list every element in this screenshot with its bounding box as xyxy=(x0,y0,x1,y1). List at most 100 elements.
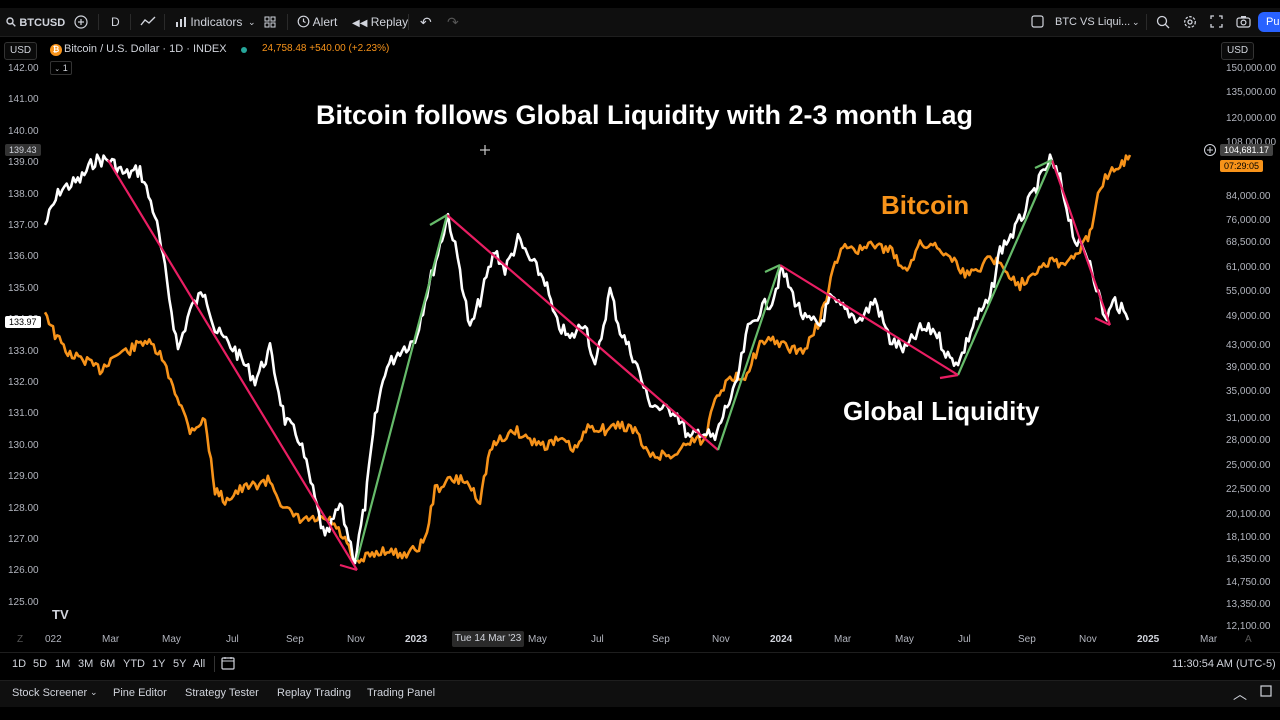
legend-collapse-chevron-icon: ⌄ xyxy=(54,66,61,73)
redo-icon[interactable]: ↷ xyxy=(447,14,459,30)
zoom-out-icon[interactable]: Z xyxy=(17,634,24,645)
layout-name[interactable]: BTC VS Liqui... xyxy=(1055,16,1131,28)
currency-selector-left[interactable]: USD xyxy=(4,42,38,60)
camera-icon[interactable] xyxy=(1236,8,1251,36)
indicator-chart-icon xyxy=(140,16,156,26)
right-axis-label: 61,000.00 xyxy=(1226,262,1271,273)
right-axis-label: 49,000.00 xyxy=(1226,311,1271,322)
clock-timezone[interactable]: 11:30:54 AM (UTC-5) xyxy=(1172,658,1276,670)
crosshair-date-tag: Tue 14 Mar '23 xyxy=(452,631,524,647)
right-axis-label: 18,100.00 xyxy=(1226,532,1271,543)
left-axis-label: 127.00 xyxy=(8,534,39,545)
fullscreen-icon[interactable] xyxy=(1210,8,1223,36)
downtrend-line[interactable] xyxy=(1094,317,1111,326)
left-axis-label: 142.00 xyxy=(8,63,39,74)
right-axis-label: 84,000.00 xyxy=(1226,191,1271,202)
tab-trading-panel[interactable]: Trading Panel xyxy=(367,687,436,699)
chart-legend: USD ₿ Bitcoin / U.S. Dollar · 1D · INDEX… xyxy=(0,40,1280,60)
left-axis-label: 138.00 xyxy=(8,188,39,200)
tab-pine-editor[interactable]: Pine Editor xyxy=(113,687,167,699)
indicators-icon xyxy=(176,17,186,27)
time-axis-label: Nov xyxy=(712,634,730,645)
interval-button[interactable]: D xyxy=(111,15,120,29)
goto-date-icon[interactable] xyxy=(221,656,235,673)
trend-lines xyxy=(107,159,1112,572)
downtrend-line[interactable] xyxy=(1050,159,1112,326)
range-all[interactable]: All xyxy=(193,658,206,670)
tab-replay-trading[interactable]: Replay Trading xyxy=(277,687,351,699)
bitcoin-price-line xyxy=(43,154,1132,564)
chart-type-button[interactable] xyxy=(140,8,156,36)
uptrend-line[interactable] xyxy=(429,214,448,226)
right-axis-label: 39,000.00 xyxy=(1226,362,1271,373)
time-axis-label: Nov xyxy=(1079,634,1097,645)
right-axis-label: 108,000.00 xyxy=(1226,137,1277,148)
currency-selector-right[interactable]: USD xyxy=(1221,42,1255,60)
downtrend-line[interactable] xyxy=(446,214,719,451)
uptrend-line[interactable] xyxy=(355,214,449,561)
uptrend-line[interactable] xyxy=(716,264,782,451)
symbol-search[interactable]: BTCUSD xyxy=(6,8,65,36)
downtrend-line[interactable] xyxy=(779,264,959,376)
publish-button[interactable]: Pu xyxy=(1258,12,1280,32)
downtrend-line[interactable] xyxy=(107,159,358,571)
range-3m[interactable]: 3M xyxy=(78,658,94,670)
uptrend-line[interactable] xyxy=(1034,159,1053,169)
right-axis-label: 16,350.00 xyxy=(1226,554,1271,565)
right-axis-label: 28,000.00 xyxy=(1226,435,1271,446)
quick-search-icon[interactable] xyxy=(1156,8,1170,36)
add-symbol-icon[interactable] xyxy=(74,8,88,36)
right-axis-label: 25,000.00 xyxy=(1226,460,1271,471)
screener-chevron-icon[interactable]: ⌄ xyxy=(90,687,98,697)
tab-stock-screener[interactable]: Stock Screener xyxy=(12,687,88,699)
left-axis-label: 139.00 xyxy=(8,157,39,169)
downtrend-line[interactable] xyxy=(339,563,358,572)
range-6m[interactable]: 6M xyxy=(100,658,116,670)
legend-collapse-button[interactable]: ⌄ 1 xyxy=(50,61,72,75)
layout-chevron-icon[interactable]: ⌄ xyxy=(1132,17,1140,27)
tab-strategy-tester[interactable]: Strategy Tester xyxy=(185,687,259,699)
right-axis-label: 12,100.00 xyxy=(1226,621,1271,632)
right-axis-label: 31,000.00 xyxy=(1226,413,1271,424)
range-1m[interactable]: 1M xyxy=(55,658,71,670)
replay-button[interactable]: ◀◀ Replay xyxy=(352,8,408,36)
tradingview-logo-icon[interactable]: TV xyxy=(52,607,69,622)
uptrend-line[interactable] xyxy=(764,264,781,273)
uptrend-line[interactable] xyxy=(956,159,1054,376)
time-axis-label: 2023 xyxy=(405,634,428,645)
maximize-panel-icon[interactable] xyxy=(1260,685,1272,700)
templates-icon[interactable] xyxy=(264,8,276,36)
range-ytd[interactable]: YTD xyxy=(123,658,145,670)
time-axis-label: Mar xyxy=(1200,634,1218,645)
chevron-up-icon[interactable]: ︿ xyxy=(1233,686,1247,702)
right-axis-label: 14,750.00 xyxy=(1226,577,1271,588)
time-axis-label: Mar xyxy=(102,634,120,645)
alert-clock-icon xyxy=(297,15,310,28)
crosshair-price-tag-left: 139.43 xyxy=(5,144,41,156)
symbol-title[interactable]: Bitcoin / U.S. Dollar · 1D · INDEX xyxy=(64,43,227,55)
time-axis-label: 2024 xyxy=(770,634,793,645)
time-axis[interactable]: Z A 022 Mar May Jul Sep Nov 2023 May Jul Sep Nov 20… xyxy=(0,630,1280,650)
range-5y[interactable]: 5Y xyxy=(173,658,187,670)
undo-icon[interactable]: ↶ xyxy=(420,14,432,30)
range-1d[interactable]: 1D xyxy=(12,658,27,670)
layout-checkbox-icon[interactable] xyxy=(1031,8,1044,36)
left-axis-label: 133.00 xyxy=(8,345,39,357)
indicators-button[interactable]: Indicators xyxy=(175,8,242,36)
time-axis-label: Jul xyxy=(958,634,971,645)
right-axis-label: 43,000.00 xyxy=(1226,340,1271,351)
range-5d[interactable]: 5D xyxy=(33,658,48,670)
global-liquidity-series-label: Global Liquidity xyxy=(843,396,1040,426)
right-axis-label: 135,000.00 xyxy=(1226,87,1277,98)
time-axis-label: Sep xyxy=(286,634,304,645)
settings-icon[interactable] xyxy=(1183,8,1197,36)
right-axis-label: 76,000.00 xyxy=(1226,215,1271,226)
time-axis-label: May xyxy=(162,634,181,645)
chevron-down-icon[interactable]: ⌄ xyxy=(248,17,256,27)
alert-button[interactable]: Alert xyxy=(297,8,337,36)
auto-scale-icon[interactable]: A xyxy=(1245,634,1252,645)
range-1y[interactable]: 1Y xyxy=(152,658,166,670)
price-tag-add-icon[interactable] xyxy=(1204,144,1216,156)
downtrend-line[interactable] xyxy=(939,373,959,380)
